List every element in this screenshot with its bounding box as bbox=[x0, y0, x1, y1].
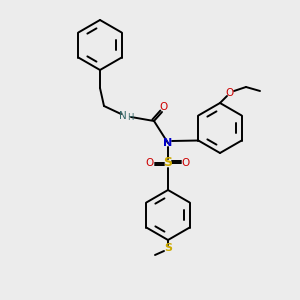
Text: O: O bbox=[160, 102, 168, 112]
Text: S: S bbox=[164, 243, 172, 253]
Text: N: N bbox=[119, 111, 127, 121]
Text: O: O bbox=[182, 158, 190, 168]
Text: S: S bbox=[164, 157, 172, 169]
Text: H: H bbox=[127, 112, 133, 122]
Text: O: O bbox=[226, 88, 234, 98]
Text: N: N bbox=[164, 138, 172, 148]
Text: O: O bbox=[146, 158, 154, 168]
